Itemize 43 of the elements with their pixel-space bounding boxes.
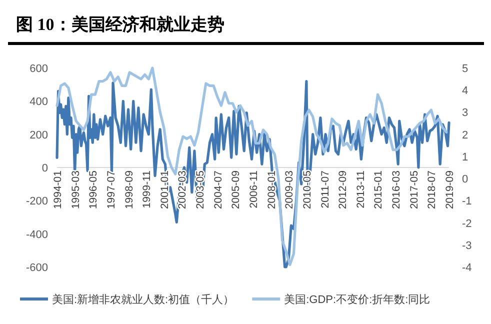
x-tick-label: 2012-09 <box>337 170 350 210</box>
y-tick-label: 600 <box>30 63 48 75</box>
y2-tick-label: -2 <box>462 218 472 230</box>
y2-tick-label: 4 <box>462 85 468 98</box>
legend-label: 美国:GDP:不变价:折年数:同比 <box>284 293 430 306</box>
x-tick-label: 2015-01 <box>372 170 385 210</box>
x-tick-label: 2009-03 <box>284 170 296 210</box>
y-tick-label: -400 <box>26 228 48 241</box>
chart-title: 图 10：美国经济和就业走势 <box>16 15 224 34</box>
x-tick-label: 2011-07 <box>319 170 332 208</box>
x-tick-label: 2003-05 <box>194 170 207 210</box>
x-tick-label: 2016-03 <box>390 170 403 210</box>
x-tick-label: 2002-03 <box>176 170 189 210</box>
y-tick-label: -600 <box>26 262 48 274</box>
x-tick-label: 2018-07 <box>426 170 438 210</box>
x-tick-label: 2008-01 <box>266 170 278 210</box>
y2-tick-label: 1 <box>462 151 468 164</box>
x-tick-label: 2013-11 <box>354 170 367 208</box>
y2-tick-label: -3 <box>462 240 472 252</box>
x-tick-label: 1999-11 <box>141 170 154 208</box>
y2-tick-label: 3 <box>462 107 468 120</box>
x-tick-label: 1996-05 <box>88 170 100 210</box>
legend-label: 美国:新增非农就业人数:初值（千人） <box>52 293 234 306</box>
y2-tick-label: 2 <box>462 129 468 142</box>
x-tick-label: 2005-09 <box>230 170 242 210</box>
y2-tick-label: 5 <box>462 63 468 75</box>
x-tick-label: 2006-11 <box>248 170 260 208</box>
y2-tick-label: -1 <box>462 196 472 208</box>
y-tick-label: 400 <box>30 96 48 108</box>
x-tick-label: 1995-03 <box>70 170 82 210</box>
x-tick-label: 1998-09 <box>123 170 136 210</box>
x-tick-label: 2019-09 <box>444 170 456 210</box>
y-tick-label: -200 <box>26 196 48 208</box>
y2-tick-label: 0 <box>462 174 468 186</box>
x-tick-label: 2001-01 <box>158 170 171 210</box>
x-tick-label: 2004-07 <box>212 170 224 210</box>
y2-tick-label: -4 <box>462 262 472 274</box>
x-tick-label: 1994-01 <box>52 170 64 210</box>
y-tick-label: 200 <box>30 129 48 142</box>
x-tick-label: 2017-05 <box>408 170 420 210</box>
x-tick-label: 2010-05 <box>301 170 314 210</box>
x-tick-label: 1997-07 <box>105 170 118 210</box>
y-tick-label: 0 <box>42 162 48 174</box>
